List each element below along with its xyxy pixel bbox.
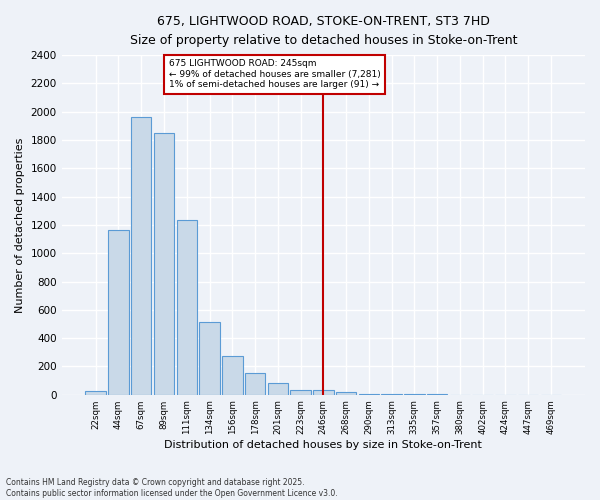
Bar bbox=[131, 118, 151, 394]
Bar bbox=[176, 220, 197, 394]
Bar bbox=[290, 390, 311, 394]
Bar bbox=[154, 133, 174, 394]
Bar bbox=[85, 391, 106, 394]
Text: Contains HM Land Registry data © Crown copyright and database right 2025.
Contai: Contains HM Land Registry data © Crown c… bbox=[6, 478, 338, 498]
Bar bbox=[108, 230, 129, 394]
Title: 675, LIGHTWOOD ROAD, STOKE-ON-TRENT, ST3 7HD
Size of property relative to detach: 675, LIGHTWOOD ROAD, STOKE-ON-TRENT, ST3… bbox=[130, 15, 517, 47]
Bar bbox=[245, 373, 265, 394]
Bar bbox=[268, 382, 288, 394]
Bar bbox=[336, 392, 356, 394]
Bar bbox=[313, 390, 334, 394]
Text: 675 LIGHTWOOD ROAD: 245sqm
← 99% of detached houses are smaller (7,281)
1% of se: 675 LIGHTWOOD ROAD: 245sqm ← 99% of deta… bbox=[169, 60, 380, 89]
Bar bbox=[222, 356, 242, 395]
Bar bbox=[199, 322, 220, 394]
Y-axis label: Number of detached properties: Number of detached properties bbox=[15, 137, 25, 312]
X-axis label: Distribution of detached houses by size in Stoke-on-Trent: Distribution of detached houses by size … bbox=[164, 440, 482, 450]
